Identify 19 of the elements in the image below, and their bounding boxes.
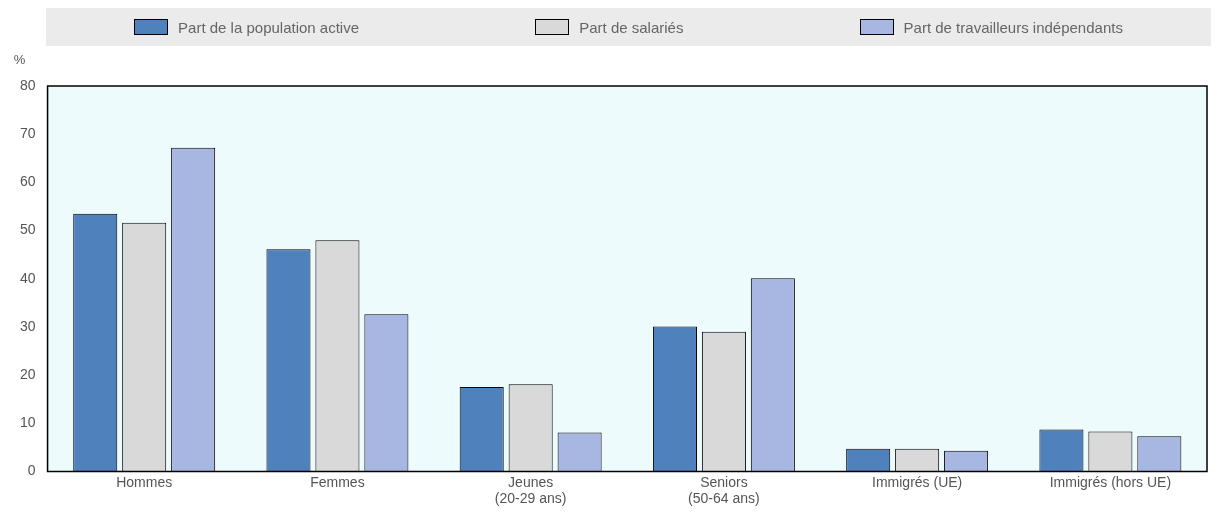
y-tick-label: 10: [19, 414, 36, 431]
y-tick-label: 50: [19, 221, 36, 238]
legend-label: Part de travailleurs indépendants: [902, 18, 1123, 36]
x-tick-label: Immigrés (UE): [872, 473, 963, 490]
y-tick-label: 40: [19, 269, 36, 286]
x-tick-label: Seniors (50-64 ans): [688, 473, 760, 507]
y-tick-label: 20: [19, 365, 36, 382]
legend-label: Part de la population active: [177, 18, 360, 36]
y-tick-label: 80: [19, 76, 36, 93]
y-tick-label: 30: [19, 317, 36, 334]
x-tick-label: Femmes: [310, 473, 365, 490]
y-axis-title: %: [13, 52, 26, 67]
y-tick-label: 0: [27, 462, 36, 479]
x-tick-label: Immigrés (hors UE): [1049, 473, 1172, 490]
x-tick-label: Hommes: [116, 473, 173, 490]
y-tick-label: 70: [19, 125, 36, 142]
x-tick-label: Jeunes (20-29 ans): [494, 473, 567, 507]
y-tick-label: 60: [19, 173, 36, 190]
legend-label: Part de salariés: [578, 18, 684, 36]
